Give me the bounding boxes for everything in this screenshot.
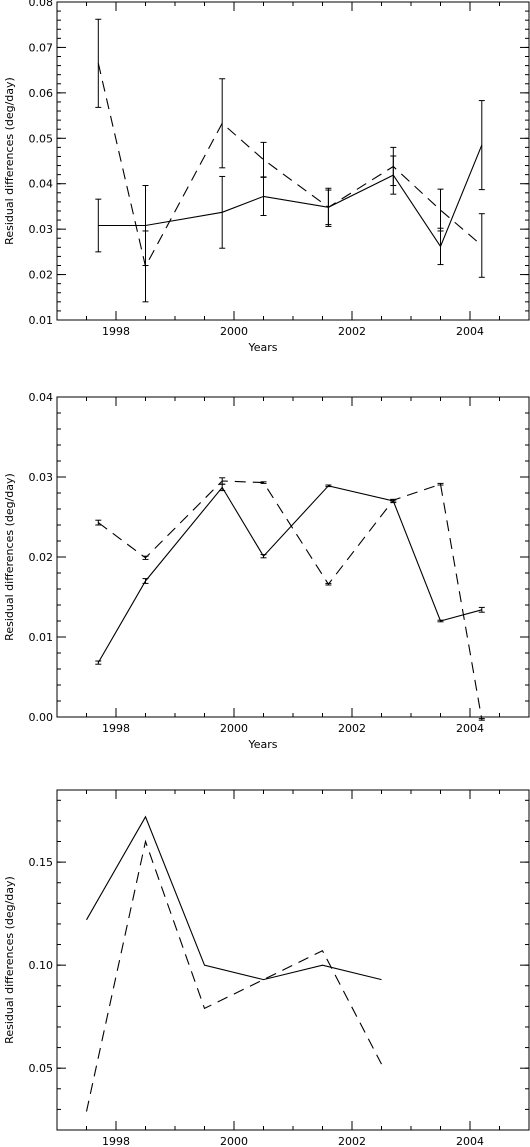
panel-top-x-tick-label: 1998 <box>102 325 130 338</box>
panel-bottom-x-tick-label: 1998 <box>102 1135 130 1147</box>
panel-top-series-dashed-line <box>97 63 483 268</box>
panel-top-y-tick-label: 0.04 <box>29 178 54 191</box>
panel-bottom-y-tick-label: 0.05 <box>29 1062 54 1075</box>
panel-bottom-series-solid-line <box>86 815 382 981</box>
panel-top-y-tick-label: 0.06 <box>29 87 54 100</box>
panel-top-y-tick-label: 0.08 <box>29 0 54 9</box>
panel-bottom-plot-frame <box>56 789 530 1131</box>
panel-middle-x-tick-label: 2004 <box>456 722 484 735</box>
panel-top-plot-frame <box>56 1 530 321</box>
panel-middle-x-axis-label: Years <box>247 738 277 751</box>
panel-bottom-y-tick-label: 0.10 <box>29 959 54 972</box>
panel-top-x-axis-label: Years <box>247 341 277 354</box>
panel-middle-series-dashed-line <box>97 480 483 720</box>
panel-bottom-y-axis-label: Residual differences (deg/day) <box>3 876 16 1044</box>
panel-top-y-tick-label: 0.05 <box>29 132 54 145</box>
panel-top-y-tick-label: 0.03 <box>29 223 54 236</box>
panel-middle-y-tick-label: 0.04 <box>29 391 54 404</box>
panel-middle-x-tick-label: 1998 <box>102 722 130 735</box>
panel-middle-plot-frame <box>56 396 530 718</box>
panel-top-y-axis-label: Residual differences (deg/day) <box>3 77 16 245</box>
panel-bottom-series-dashed-line <box>85 839 382 1112</box>
panel-top: 1998 2000 2002 2004 0.01 0.02 0.03 0.04 0.05 0.06… <box>3 0 530 354</box>
panel-top-y-tick-label: 0.02 <box>29 269 54 282</box>
panel-middle: 1998 2000 2002 2004 0.00 0.01 0.02 0.03 0.04 Year… <box>3 391 530 751</box>
panel-top-x-tick-label: 2000 <box>220 325 248 338</box>
panel-bottom-x-tick-label: 2004 <box>456 1135 484 1147</box>
panel-top-x-tick-label: 2002 <box>338 325 366 338</box>
panel-middle-x-tick-label: 2000 <box>220 722 248 735</box>
panel-middle-y-tick-label: 0.00 <box>29 711 54 724</box>
panel-middle-y-tick-label: 0.03 <box>29 471 54 484</box>
panel-middle-y-tick-label: 0.01 <box>29 631 54 644</box>
panel-top-series-solid-line <box>98 144 483 248</box>
panel-bottom-y-tick-label: 0.15 <box>29 856 54 869</box>
panel-top-y-tick-label: 0.07 <box>29 41 54 54</box>
panel-middle-x-tick-label: 2002 <box>338 722 366 735</box>
panel-bottom-x-tick-label: 2002 <box>338 1135 366 1147</box>
panel-middle-series-solid-line <box>97 485 482 663</box>
panel-bottom-x-tick-label: 2000 <box>220 1135 248 1147</box>
panel-middle-y-axis-label: Residual differences (deg/day) <box>3 473 16 641</box>
panel-top-y-tick-label: 0.01 <box>29 314 54 327</box>
panel-bottom: 19982000200220040.050.100.15YearsResidua… <box>3 789 530 1147</box>
panel-top-x-tick-label: 2004 <box>456 325 484 338</box>
panel-middle-y-tick-label: 0.02 <box>29 551 54 564</box>
